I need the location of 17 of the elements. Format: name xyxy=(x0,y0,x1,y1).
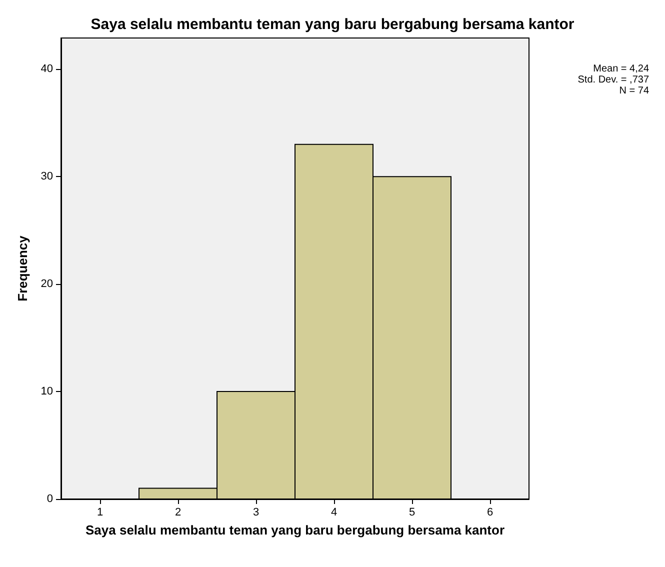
x-tick-label: 5 xyxy=(408,506,416,518)
y-axis-title: Frequency xyxy=(15,234,30,302)
text: Std. Dev. = ,737 xyxy=(578,74,650,86)
x-tick-label: 6 xyxy=(486,506,494,518)
text: N = 74 xyxy=(619,86,650,96)
x-tick-label: 2 xyxy=(174,506,182,518)
y-tick-label: 40 xyxy=(40,63,53,76)
x-tick-label: 3 xyxy=(252,506,260,518)
text: Mean = 4,24 xyxy=(593,64,650,74)
y-tick-label: 20 xyxy=(40,278,53,290)
chart-title: Saya selalu membantu teman yang baru bergabung bersama kantor xyxy=(90,16,574,33)
y-tick-label: 0 xyxy=(46,493,53,505)
x-tick-label: 1 xyxy=(96,506,104,518)
x-axis-title: Saya selalu membantu teman yang baru bergabung bersama kantor xyxy=(85,522,505,538)
y-tick-label: 10 xyxy=(40,386,53,398)
x-tick-label: 4 xyxy=(330,506,338,518)
y-tick-label: 30 xyxy=(40,170,53,183)
